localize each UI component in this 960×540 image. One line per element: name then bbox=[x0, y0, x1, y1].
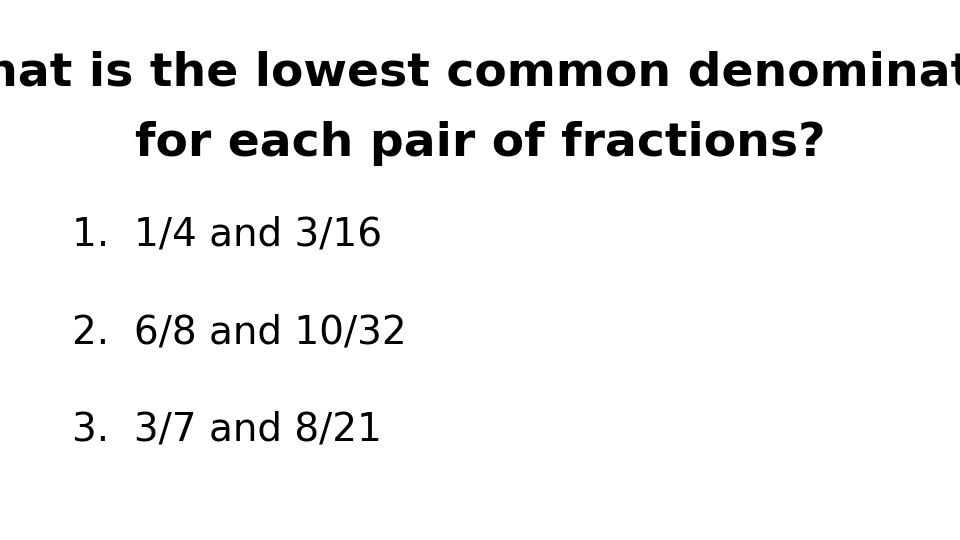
Text: 3.  3/7 and 8/21: 3. 3/7 and 8/21 bbox=[72, 410, 382, 448]
Text: 2.  6/8 and 10/32: 2. 6/8 and 10/32 bbox=[72, 313, 407, 351]
Text: What is the lowest common denominator: What is the lowest common denominator bbox=[0, 50, 960, 96]
Text: 1.  1/4 and 3/16: 1. 1/4 and 3/16 bbox=[72, 216, 382, 254]
Text: for each pair of fractions?: for each pair of fractions? bbox=[134, 120, 826, 166]
